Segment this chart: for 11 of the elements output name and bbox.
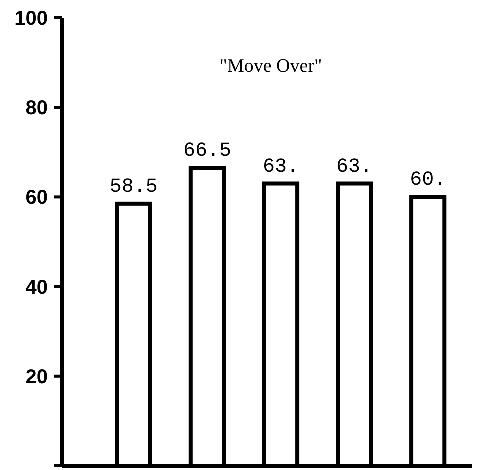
text: "Move Over" [220,56,322,77]
y-tick-label: 60 [26,187,48,210]
data-label: 63. [262,156,300,179]
data-label: 60. [410,169,446,192]
y-tick-label: 20 [26,366,48,388]
data-label: 66.5 [183,140,232,164]
y-tick-label: 40 [26,276,48,299]
y-tick-label: 80 [26,98,48,120]
data-label: 63. [336,156,373,179]
y-tick-label: 100 [14,8,48,30]
data-label: 58.5 [110,176,158,199]
